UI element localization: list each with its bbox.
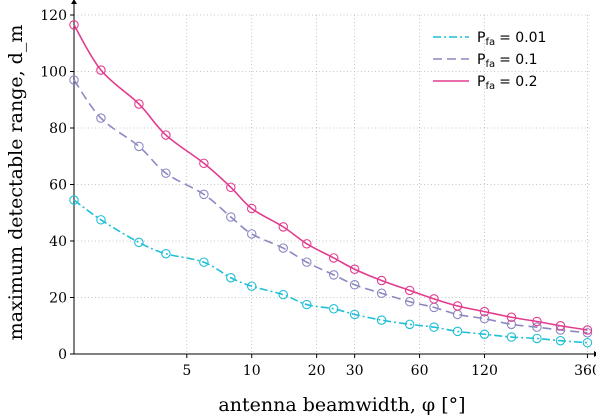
data-point	[404, 296, 415, 307]
data-point	[302, 257, 312, 267]
legend: Pfa = 0.01 Pfa = 0.1 Pfa = 0.2	[433, 30, 546, 92]
x-tick-label: 60	[411, 363, 429, 379]
data-point	[199, 257, 209, 267]
data-point	[429, 322, 439, 332]
data-point	[278, 222, 288, 232]
data-point	[134, 141, 144, 152]
series-line	[73, 199, 588, 344]
data-point	[302, 239, 312, 249]
series-3	[69, 20, 593, 335]
legend-label: Pfa = 0.01	[477, 30, 546, 48]
series-1	[69, 195, 593, 348]
data-point	[69, 195, 79, 205]
data-point	[96, 215, 106, 225]
data-point	[161, 130, 171, 140]
data-point	[404, 285, 415, 296]
data-point	[226, 182, 236, 193]
y-tick-label: 80	[49, 121, 67, 137]
data-point	[161, 168, 171, 178]
y-tick-label: 120	[40, 8, 67, 24]
data-point	[246, 229, 257, 239]
data-point	[302, 299, 312, 310]
ticks: 0 20 40 60 80 100 120 5 10 20 30 60 120 360	[40, 8, 596, 379]
legend-entry: Pfa = 0.1	[433, 52, 538, 70]
data-point	[532, 333, 542, 344]
legend-entry: Pfa = 0.2	[433, 74, 538, 92]
data-point	[328, 253, 339, 263]
data-point	[328, 304, 339, 314]
data-point	[376, 288, 387, 299]
x-tick-label: 360	[574, 363, 596, 379]
legend-label: Pfa = 0.2	[477, 74, 538, 92]
data-point	[555, 320, 566, 331]
y-tick-label: 0	[58, 347, 67, 363]
data-point	[349, 280, 360, 290]
data-point	[278, 243, 288, 253]
data-point	[96, 65, 106, 75]
data-point	[278, 289, 288, 300]
y-tick-label: 60	[49, 178, 67, 194]
data-point	[69, 20, 79, 30]
x-tick-label: 120	[471, 363, 498, 379]
data-point	[582, 325, 593, 335]
data-point	[404, 319, 415, 330]
data-point	[328, 270, 339, 280]
data-point	[429, 294, 439, 304]
data-point	[199, 189, 209, 200]
data-point	[506, 312, 517, 323]
data-point	[161, 248, 171, 259]
data-point	[582, 328, 593, 338]
y-tick-label: 40	[49, 234, 67, 250]
data-point	[134, 237, 144, 248]
x-tick-label: 20	[308, 363, 326, 379]
data-point	[199, 158, 209, 169]
series-line	[73, 24, 588, 331]
x-tick-label: 10	[243, 363, 261, 379]
data-point	[246, 203, 257, 214]
x-tick-label: 5	[182, 363, 191, 379]
data-point	[452, 326, 463, 337]
x-axis-title: antenna beamwidth, φ [°]	[218, 394, 465, 416]
data-point	[246, 281, 257, 291]
data-point	[532, 322, 542, 332]
data-point	[452, 301, 463, 311]
data-point	[532, 316, 542, 327]
legend-entry: Pfa = 0.01	[433, 30, 546, 48]
legend-label: Pfa = 0.1	[477, 52, 538, 70]
data-point	[349, 309, 360, 320]
series-layer	[69, 20, 593, 348]
y-axis-arrow-icon	[71, 0, 77, 4]
data-point	[376, 275, 387, 286]
data-point	[506, 319, 517, 330]
data-point	[506, 332, 517, 342]
grid	[74, 14, 590, 354]
data-point	[96, 113, 106, 123]
data-point	[69, 75, 79, 85]
data-point	[226, 272, 236, 283]
x-tick-label: 30	[346, 363, 364, 379]
data-point	[134, 99, 144, 109]
data-point	[349, 264, 360, 274]
data-point	[226, 212, 236, 222]
series-line	[73, 79, 588, 334]
data-point	[479, 306, 490, 317]
y-tick-label: 100	[40, 65, 67, 81]
data-point	[555, 335, 566, 346]
y-axis-title: maximum detectable range, d_m	[5, 25, 27, 341]
data-point	[582, 337, 593, 348]
y-tick-label: 20	[49, 291, 67, 307]
data-point	[376, 315, 387, 325]
data-point	[479, 313, 490, 324]
data-point	[479, 329, 490, 339]
